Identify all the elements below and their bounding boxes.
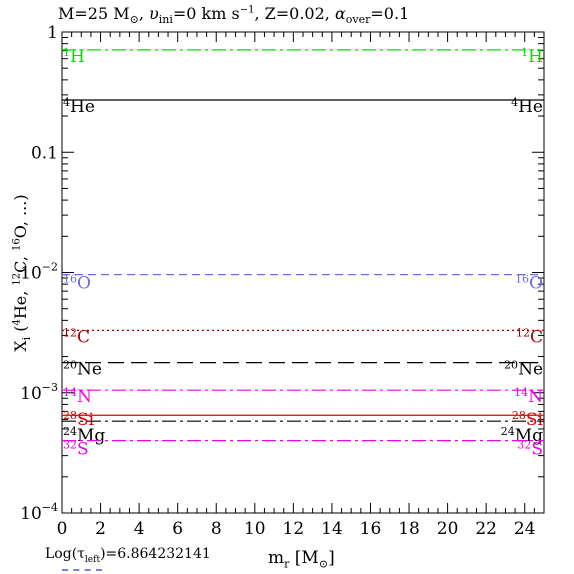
lifetime-footnote: Log(τleft)=6.864232141	[45, 546, 211, 565]
ylabel-he: He,	[10, 285, 30, 320]
x-tick-label: 16	[360, 519, 382, 539]
x-axis-label: mr [M⊙]	[268, 548, 335, 570]
x-tick-label: 24	[514, 519, 536, 539]
y-tick-label: 10−4	[20, 501, 58, 524]
series-label-ne-right: 20Ne	[504, 359, 543, 380]
series-label-si-right: 28Si	[512, 409, 544, 430]
y-tick-label: 10−2	[20, 261, 58, 284]
x-tick-label: 10	[244, 519, 266, 539]
title-v-symbol: υ	[149, 4, 159, 23]
title-sun-symbol: ⊙	[129, 13, 139, 27]
x-tick-label: 14	[321, 519, 343, 539]
series-label-o-left: 16O	[63, 273, 91, 294]
chart-title: M=25 M⊙, υini=0 km s−1, Z=0.02, αover=0.…	[58, 4, 409, 26]
ylabel-he-sup: 4	[11, 319, 23, 326]
series-label-h-left: 1H	[63, 46, 85, 67]
x-tick-label: 20	[437, 519, 459, 539]
xlabel-sun-symbol: ⊙	[318, 557, 329, 571]
ylabel-o: O, ...)	[10, 194, 30, 239]
title-z: , Z=0.02,	[254, 4, 335, 23]
x-tick-label: 0	[57, 519, 68, 539]
series-label-n-left: 14N	[63, 386, 92, 407]
series-label-o-right: 16O	[515, 273, 543, 294]
y-axis-label: Xi (4He, 12C, 16O, ...)	[11, 173, 33, 373]
y-tick-label: 10−3	[20, 381, 58, 404]
series-label-c-right: 12C	[516, 326, 543, 347]
y-tick-label: 0.1	[31, 143, 58, 163]
ylabel-c: C,	[10, 251, 30, 273]
ylabel-c-sup: 12	[11, 272, 23, 286]
series-label-n-right: 14N	[514, 386, 543, 407]
xlabel-sub: r	[284, 557, 290, 571]
xlabel-unit-close: ]	[328, 548, 335, 568]
legend-line-stub	[62, 569, 102, 571]
title-sep: ,	[138, 4, 150, 23]
xlabel-unit-open: [M	[289, 548, 319, 568]
ylabel-open: (	[10, 325, 30, 337]
series-label-he-right: 4He	[511, 96, 543, 117]
ylabel-x: X	[10, 340, 30, 352]
title-v-exp: −1	[239, 4, 255, 16]
footnote-sub: left	[84, 554, 101, 565]
series-label-h-right: 1H	[521, 46, 543, 67]
title-alpha-symbol: α	[334, 4, 346, 23]
title-v-sub: ini	[158, 13, 173, 27]
x-tick-label: 18	[398, 519, 420, 539]
title-v-value: =0 km s	[172, 4, 240, 23]
x-tick-label: 2	[95, 519, 106, 539]
series-label-he-left: 4He	[63, 96, 95, 117]
title-alpha-sub: over	[345, 13, 371, 27]
series-label-s-right: 32S	[517, 439, 543, 460]
xlabel-m: m	[268, 548, 285, 568]
series-label-s-left: 32S	[63, 439, 89, 460]
x-tick-label: 12	[283, 519, 305, 539]
series-label-ne-left: 20Ne	[63, 359, 102, 380]
footnote-prefix: Log(τ	[45, 546, 85, 562]
footnote-value: )=6.864232141	[100, 546, 211, 562]
y-tick-label: 1	[47, 23, 58, 43]
x-tick-label: 6	[172, 519, 183, 539]
title-alpha-value: =0.1	[370, 4, 410, 23]
title-mass: M=25 M	[58, 4, 130, 23]
x-tick-label: 22	[475, 519, 497, 539]
ylabel-o-sup: 16	[11, 238, 23, 251]
x-tick-label: 8	[211, 519, 222, 539]
x-tick-label: 4	[134, 519, 145, 539]
series-label-c-left: 12C	[63, 326, 90, 347]
ylabel-sub: i	[20, 336, 34, 341]
series-label-si-left: 28Si	[63, 409, 95, 430]
